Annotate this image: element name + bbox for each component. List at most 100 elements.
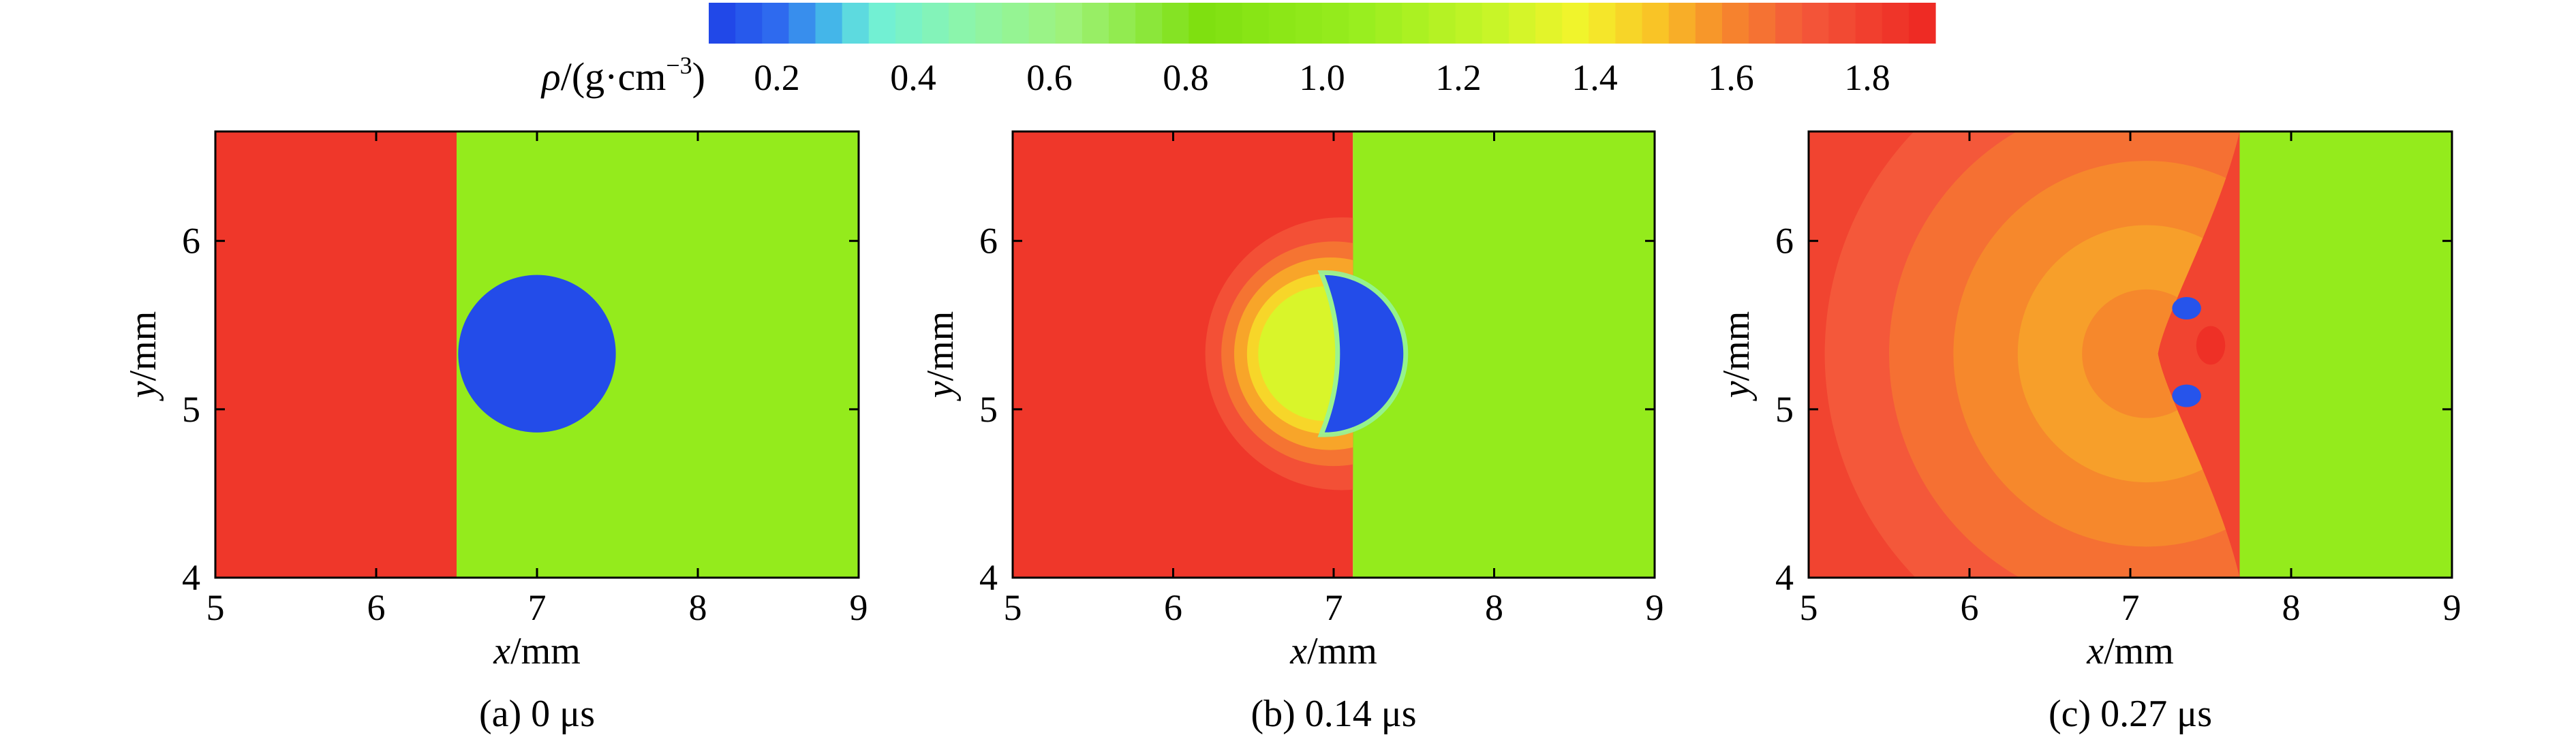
jet-core — [2196, 326, 2226, 365]
colorbar-band — [1695, 3, 1723, 44]
colorbar-band — [1775, 3, 1803, 44]
colorbar-band — [975, 3, 1003, 44]
panel-caption: (b) 0.14 μs — [1251, 693, 1416, 735]
y-tick-label: 4 — [1775, 557, 1794, 598]
colorbar-band — [1828, 3, 1856, 44]
y-tick-label: 5 — [979, 389, 998, 430]
colorbar-band — [1482, 3, 1509, 44]
x-tick-label: 6 — [367, 587, 386, 628]
colorbar-band — [1428, 3, 1456, 44]
colorbar-band — [788, 3, 816, 44]
y-tick-label: 6 — [1775, 221, 1794, 262]
colorbar-tick-label: 1.6 — [1708, 57, 1754, 98]
colorbar-band — [1242, 3, 1270, 44]
colorbar-band — [1375, 3, 1402, 44]
colorbar-label: ρ/(g·cm−3) — [540, 52, 705, 99]
colorbar-tick-label: 1.4 — [1571, 57, 1618, 98]
colorbar-band — [1908, 3, 1936, 44]
colorbar-tick-label: 1.2 — [1435, 57, 1482, 98]
colorbar-band — [1189, 3, 1216, 44]
colorbar-tick-label: 0.4 — [890, 57, 936, 98]
colorbar-band — [1562, 3, 1589, 44]
colorbar-band — [762, 3, 789, 44]
x-tick-label: 7 — [2121, 587, 2140, 628]
x-tick-label: 9 — [2443, 587, 2462, 628]
colorbar-band — [1295, 3, 1323, 44]
colorbar-bands — [709, 3, 1936, 44]
colorbar-band — [1882, 3, 1910, 44]
colorbar-band — [1535, 3, 1563, 44]
colorbar-band — [1455, 3, 1483, 44]
colorbar-band — [1055, 3, 1083, 44]
colorbar-band — [1642, 3, 1670, 44]
colorbar-tick-label: 0.2 — [754, 57, 800, 98]
colorbar-band — [1108, 3, 1136, 44]
y-tick-label: 6 — [182, 221, 200, 262]
y-tick-label: 5 — [1775, 389, 1794, 430]
ring-layer — [1824, 131, 2240, 578]
y-tick-label: 4 — [979, 557, 998, 598]
x-tick-label: 7 — [1325, 587, 1343, 628]
colorbar-tick-label: 0.6 — [1026, 57, 1073, 98]
colorbar-band — [949, 3, 976, 44]
x-tick-label: 6 — [1961, 587, 1979, 628]
x-tick-label: 8 — [689, 587, 707, 628]
y-axis-label: y/mm — [122, 311, 164, 402]
colorbar-band — [895, 3, 923, 44]
colorbar-band — [842, 3, 870, 44]
colorbar-band — [735, 3, 763, 44]
x-tick-label: 5 — [1004, 587, 1022, 628]
y-tick-label: 5 — [182, 389, 200, 430]
x-tick-label: 8 — [2282, 587, 2301, 628]
colorbar-tick-labels: 0.2 0.4 0.6 0.8 1.0 1.2 1.4 1.6 1.8 — [754, 57, 1890, 98]
x-tick-label: 5 — [206, 587, 225, 628]
ambient-region — [2239, 131, 2452, 578]
colorbar-band — [1028, 3, 1056, 44]
colorbar-band — [1615, 3, 1643, 44]
colorbar-band — [709, 3, 736, 44]
x-tick-label: 9 — [1646, 587, 1664, 628]
colorbar-band — [815, 3, 843, 44]
bubble — [458, 275, 616, 433]
x-tick-label: 9 — [850, 587, 868, 628]
colorbar-band — [1322, 3, 1349, 44]
colorbar-tick-label: 0.8 — [1163, 57, 1209, 98]
x-axis-label: x/mm — [2086, 630, 2174, 672]
shocked-region — [215, 131, 457, 578]
colorbar-band — [1508, 3, 1536, 44]
colorbar-band — [1135, 3, 1163, 44]
x-tick-label: 6 — [1164, 587, 1182, 628]
colorbar-band — [922, 3, 949, 44]
colorbar-band — [1215, 3, 1243, 44]
x-axis-label: x/mm — [493, 630, 581, 672]
rarefaction-ring — [1258, 286, 1353, 422]
x-tick-label: 7 — [528, 587, 547, 628]
bubble — [1324, 275, 1404, 433]
colorbar-band — [1802, 3, 1830, 44]
ring-layer — [1205, 217, 1353, 490]
colorbar-band — [1749, 3, 1776, 44]
y-axis-label: y/mm — [1715, 311, 1758, 402]
colorbar-band — [1162, 3, 1189, 44]
x-tick-label: 8 — [1485, 587, 1503, 628]
colorbar-band — [1082, 3, 1109, 44]
colorbar-band — [1589, 3, 1616, 44]
plot-area — [1809, 131, 2452, 578]
plot-area — [215, 131, 859, 578]
y-axis-label: y/mm — [919, 311, 962, 402]
y-tick-label: 4 — [182, 557, 200, 598]
colorbar-tick-label: 1.8 — [1844, 57, 1890, 98]
colorbar-tick-label: 1.0 — [1299, 57, 1345, 98]
panel-caption: (c) 0.27 μs — [2049, 693, 2212, 735]
x-tick-label: 5 — [1800, 587, 1818, 628]
colorbar-band — [1349, 3, 1376, 44]
colorbar-band — [1268, 3, 1296, 44]
colorbar-band — [1402, 3, 1430, 44]
x-axis-label: x/mm — [1289, 630, 1377, 672]
vortex — [2172, 384, 2201, 407]
colorbar-band — [868, 3, 896, 44]
